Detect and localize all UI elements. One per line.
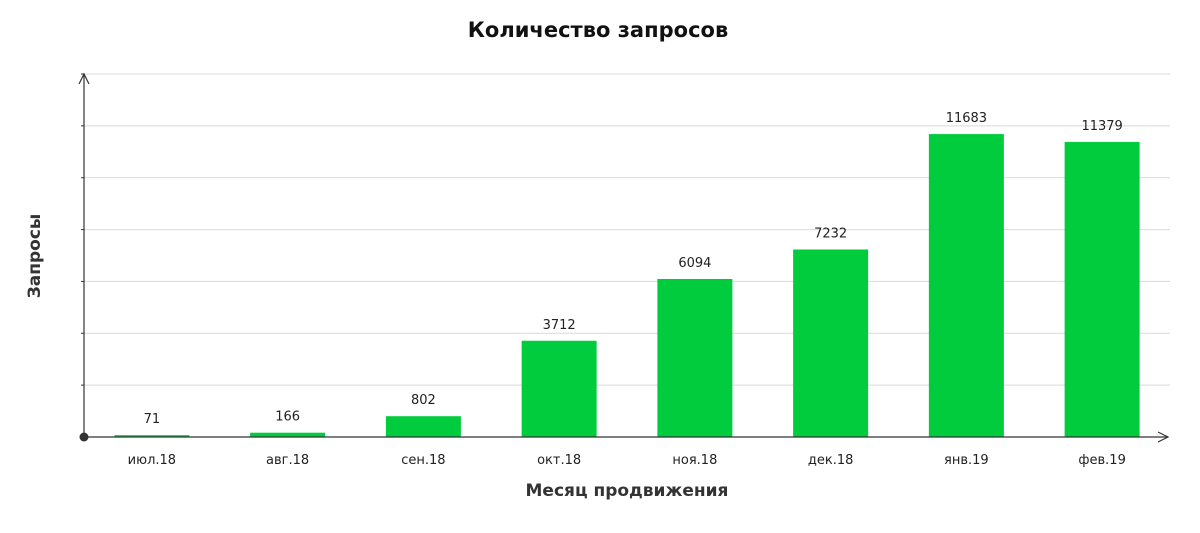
bar [793,249,869,437]
data-label: 7232 [814,226,847,241]
bars-group [114,134,1140,437]
data-label: 3712 [543,318,576,333]
x-tick-label: ноя.18 [672,453,717,468]
data-label: 6094 [678,256,711,271]
bar [1064,141,1140,437]
x-tick-label: дек.18 [808,453,854,468]
data-label: 11683 [946,111,987,126]
x-tick-labels: июл.18 авг.18 сен.18 окт.18 ноя.18 дек.18 янв.… [128,453,1126,468]
x-axis-arrow [1157,431,1170,443]
x-tick-label: авг.18 [266,453,309,468]
x-tick-label: июл.18 [128,453,176,468]
bar [928,134,1004,437]
bar [521,340,597,437]
chart-title: Количество запросов [468,18,729,42]
data-labels-group: 71 166 802 3712 6094 7232 11683 11379 [144,111,1123,427]
origin-dot [79,432,89,442]
y-axis-title: Запросы [25,214,45,299]
x-tick-label: фев.19 [1078,453,1125,468]
x-tick-label: сен.18 [401,453,445,468]
x-tick-label: окт.18 [537,453,581,468]
data-label: 166 [275,410,300,425]
bar [657,278,733,437]
x-tick-label: янв.19 [944,453,989,468]
data-label: 71 [144,412,161,427]
data-label: 11379 [1081,119,1122,134]
x-axis-title: Месяц продвижения [526,481,729,501]
data-label: 802 [411,393,436,408]
bar [114,435,190,437]
gridlines [84,73,1170,386]
y-axis-arrow [78,72,90,85]
bar [250,432,326,437]
bar [385,416,461,437]
axes [78,72,1170,443]
